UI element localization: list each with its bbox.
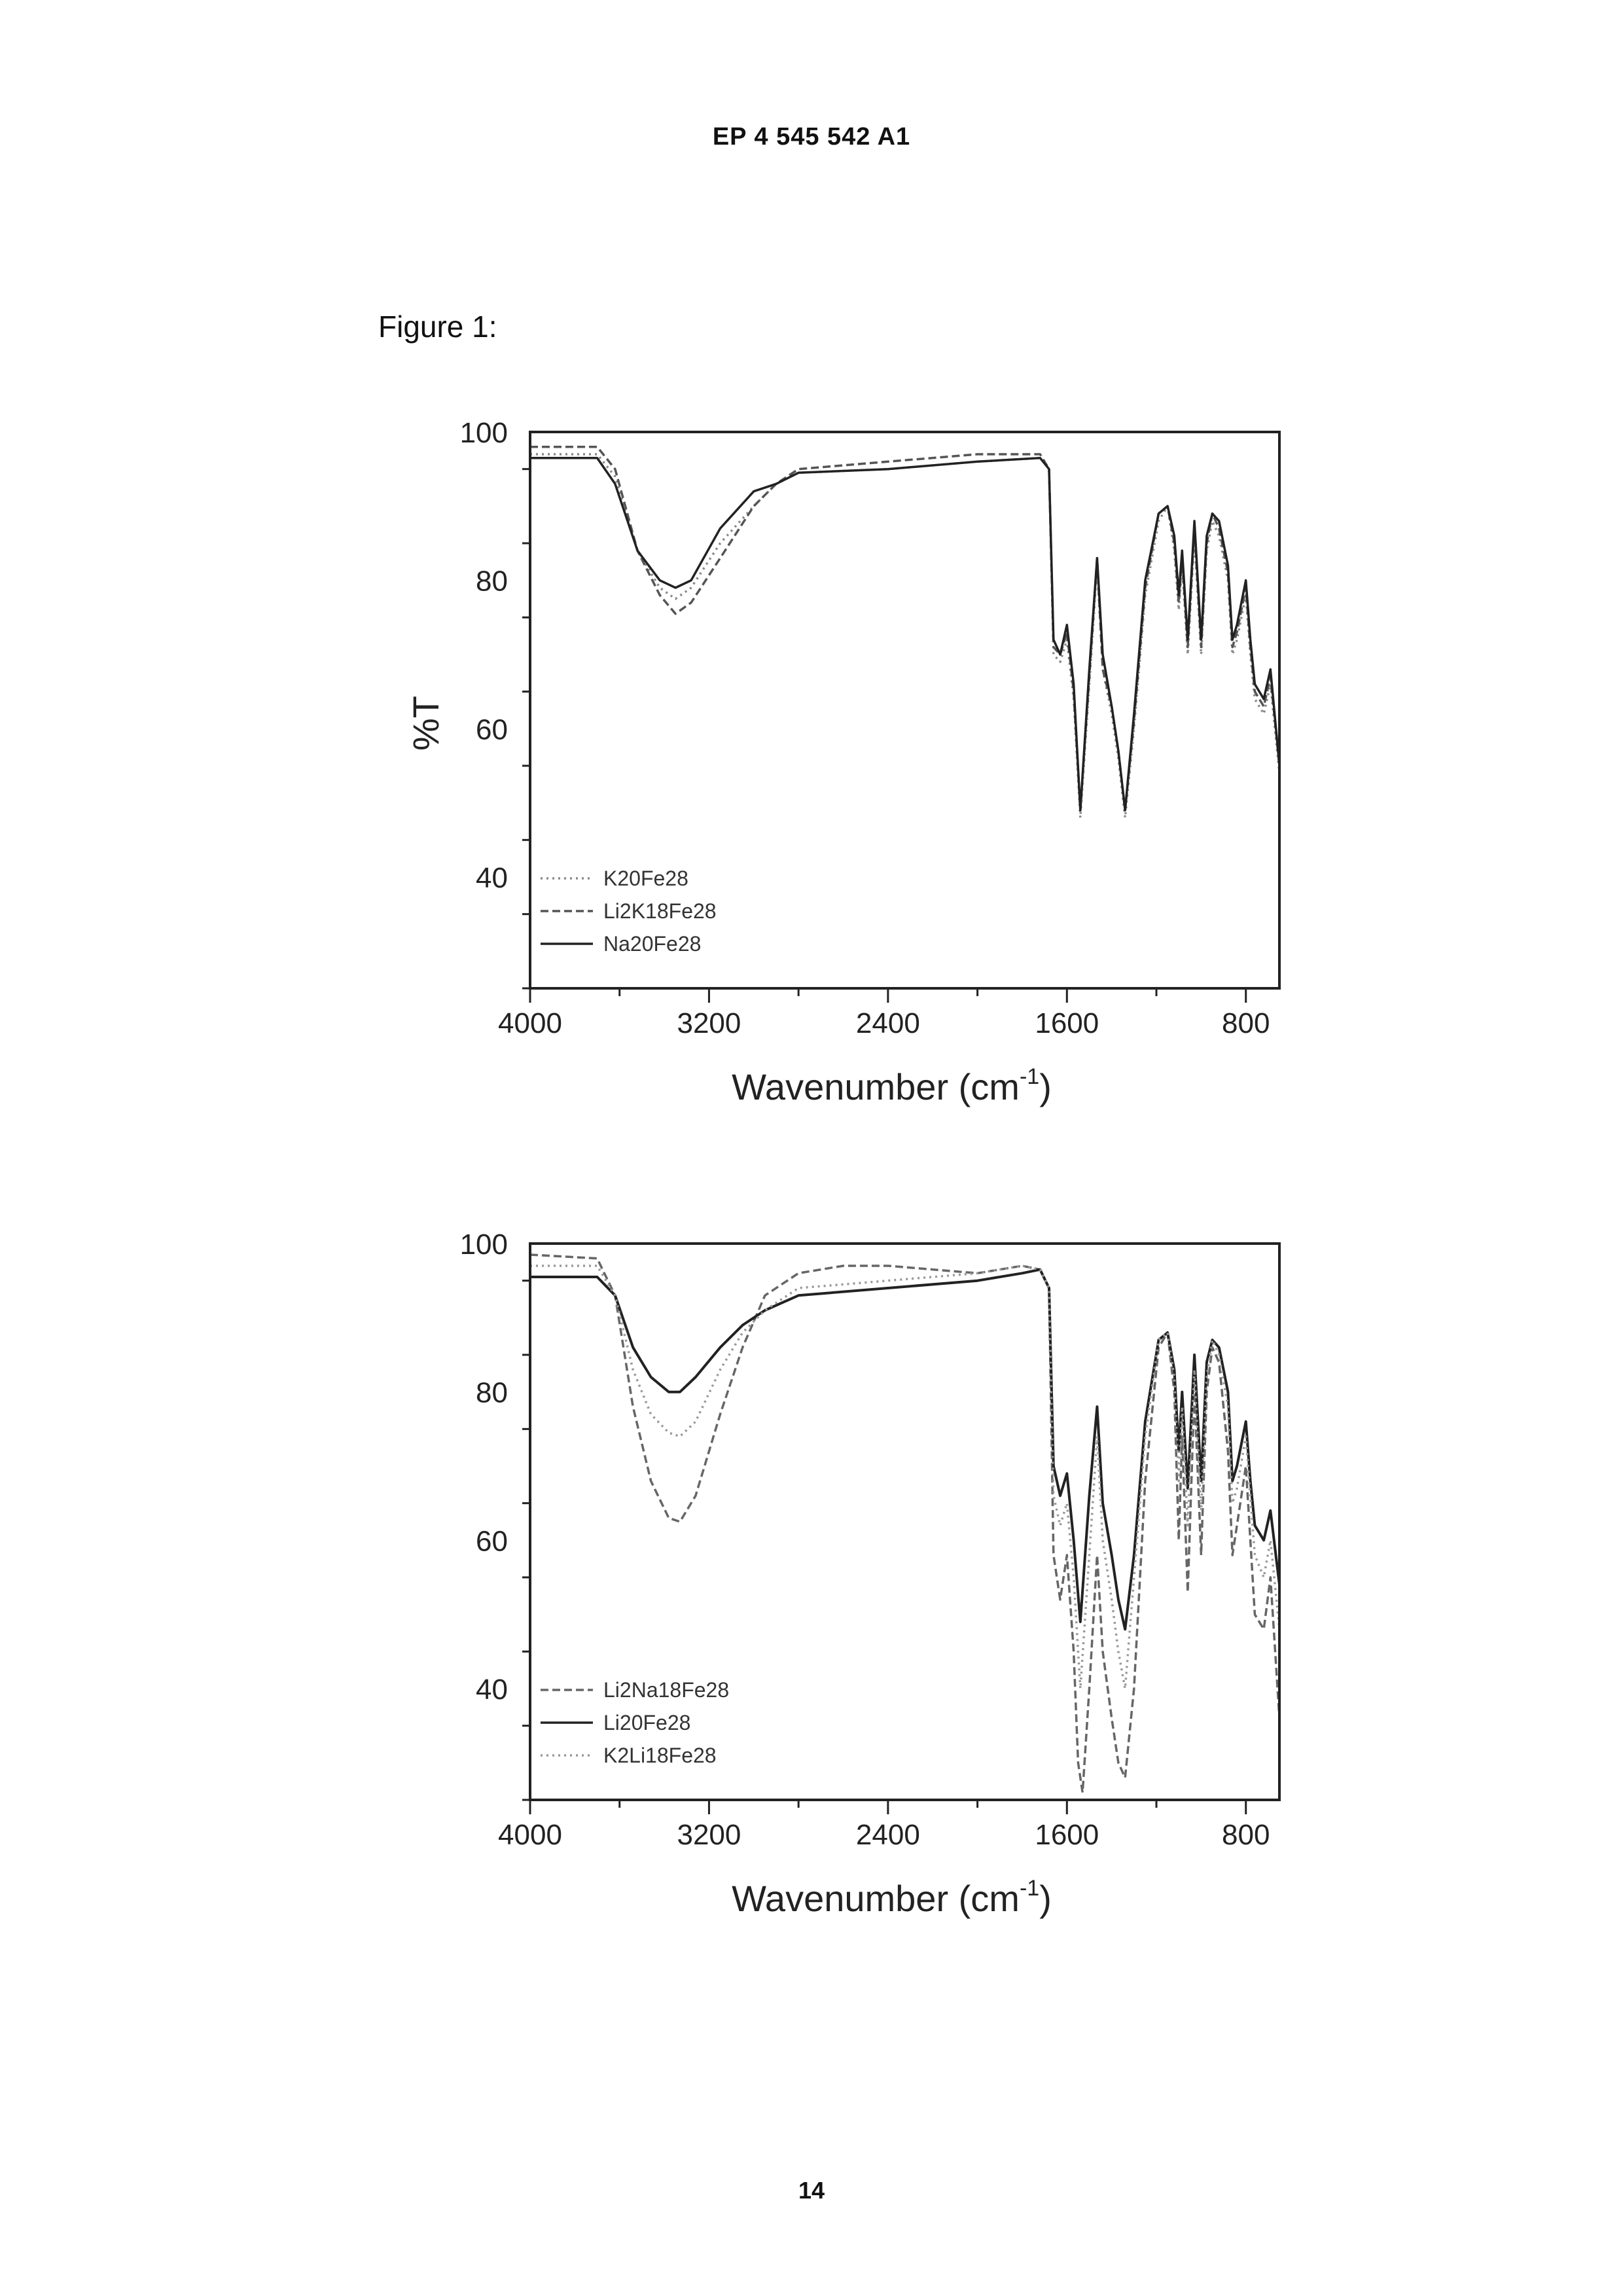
x-axis-title: Wavenumber (cm-1) [732, 1064, 1052, 1107]
x-tick-label: 4000 [498, 1007, 562, 1039]
y-tick-label: 60 [476, 713, 508, 745]
x-axis-title: Wavenumber (cm-1) [732, 1876, 1052, 1919]
x-tick-label: 800 [1222, 1819, 1270, 1851]
x-tick-label: 1600 [1035, 1819, 1099, 1851]
x-tick-label: 800 [1222, 1007, 1270, 1039]
y-tick-label: 80 [476, 1377, 508, 1409]
x-tick-label: 2400 [856, 1819, 920, 1851]
legend-label: Li20Fe28 [603, 1711, 690, 1734]
legend-label: K2Li18Fe28 [603, 1744, 717, 1767]
series-line-k2li18fe28 [530, 1266, 1279, 1689]
x-tick-label: 4000 [498, 1819, 562, 1851]
y-tick-label: 100 [460, 417, 508, 449]
series-line-li2k18fe28 [530, 447, 1279, 810]
y-tick-label: 40 [476, 862, 508, 894]
x-tick-label: 3200 [677, 1007, 741, 1039]
y-tick-label: 100 [460, 1229, 508, 1261]
series-line-na20fe28 [530, 458, 1279, 810]
page-number: 14 [0, 2177, 1623, 2204]
document-number: EP 4 545 542 A1 [0, 123, 1623, 151]
x-tick-label: 2400 [856, 1007, 920, 1039]
y-tick-label: 80 [476, 565, 508, 598]
y-tick-label: 60 [476, 1525, 508, 1557]
figure-label: Figure 1: [378, 309, 497, 344]
x-tick-label: 1600 [1035, 1007, 1099, 1039]
ftir-chart-top: 40 60 80 100 4000 3200 2400 1600 800 Wavenumber (… [366, 406, 1309, 1172]
legend-label: Na20Fe28 [603, 932, 701, 956]
y-tick-label: 40 [476, 1674, 508, 1706]
legend-label: Li2K18Fe28 [603, 899, 717, 923]
legend-label: Li2Na18Fe28 [603, 1678, 729, 1702]
legend-label: K20Fe28 [603, 867, 688, 890]
y-axis-title: %T [405, 696, 446, 751]
x-tick-label: 3200 [677, 1819, 741, 1851]
ftir-chart-bottom: 40 60 80 100 4000 3200 2400 1600 800 Wavenumber (… [366, 1217, 1309, 1983]
